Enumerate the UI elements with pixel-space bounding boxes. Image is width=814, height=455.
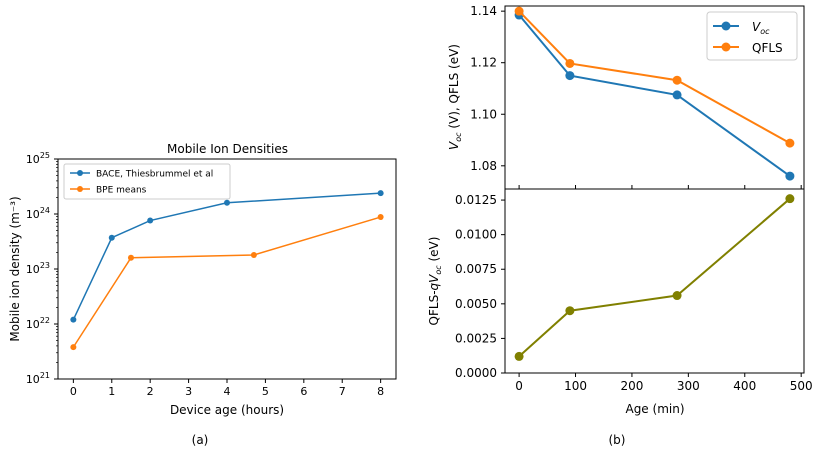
y-axis: 1021 1022 1023 1024 1025: [26, 151, 58, 386]
plot-frame-bottom: [504, 188, 805, 374]
legend-marker-qfls: [721, 42, 731, 52]
panel-caption-a: (a): [192, 433, 209, 447]
y-tick-label: 0.0025: [455, 331, 497, 345]
y-axis-label: Mobile ion density (m⁻³): [8, 196, 22, 341]
data-point-top-1: [672, 75, 682, 85]
data-point-bottom-0: [565, 306, 575, 316]
data-point-1: [127, 254, 134, 261]
panel-b: 1.08 1.10 1.12 1.14 0.0000 0.0025 0.0050 0.007…: [427, 4, 813, 447]
y-tick-label: 0.0075: [455, 262, 497, 276]
legend-box: [63, 163, 231, 200]
data-point-0: [224, 199, 230, 206]
y-tick-label: 1.08: [470, 159, 497, 173]
y-tick-label: 0.0100: [455, 228, 497, 242]
data-point-1: [250, 251, 257, 258]
y-tick-label: 1021: [26, 371, 50, 386]
legend-label-bpe: BPE means: [96, 186, 147, 196]
panel-a: Mobile Ion Densities 1021102210231024102…: [8, 142, 397, 447]
data-point-bottom-0: [672, 291, 682, 301]
x-tick-label: 500: [790, 379, 813, 393]
y-tick-label: 1.10: [470, 107, 497, 121]
panel-caption-b: (b): [609, 433, 626, 447]
data-point-bottom-0: [785, 194, 795, 204]
y-tick-label: 1023: [26, 261, 50, 276]
y-axis-label-top: Voc (V), QFLS (eV): [447, 44, 463, 150]
data-point-bottom-0: [514, 351, 524, 361]
x-tick-label: 0: [70, 385, 77, 398]
data-point-1: [377, 214, 384, 221]
legend-b: Voc QFLS: [706, 11, 798, 61]
y-tick-label: 1025: [26, 151, 50, 166]
series-line-top-1: [518, 10, 791, 144]
x-tick-label: 7: [339, 385, 346, 398]
series-line-1: [72, 216, 381, 348]
legend: BACE, Thiesbrummel et al BPE means: [63, 163, 231, 200]
y-axis-label-bottom: QFLS-qVoc (eV): [427, 237, 443, 326]
data-point-0: [147, 217, 154, 224]
legend-marker-voc: [721, 21, 731, 31]
x-tick-label: 2: [147, 385, 154, 398]
data-point-top-0: [785, 171, 795, 181]
y-tick-label: 0.0125: [455, 193, 497, 207]
legend-label-qfls: QFLS: [752, 41, 783, 55]
y-tick-label: 1022: [26, 316, 50, 331]
series-line-0: [72, 192, 381, 320]
x-axis-label: Device age (hours): [170, 403, 284, 417]
x-tick-label: 4: [224, 385, 231, 398]
x-tick-label: 1: [108, 385, 115, 398]
y-tick-label: 1024: [26, 206, 50, 221]
data-point-top-1: [785, 138, 795, 148]
y-tick-label: 1.12: [470, 56, 497, 70]
x-tick-label: 6: [300, 385, 307, 398]
data-point-0: [108, 234, 115, 241]
series-line-top-0: [518, 14, 791, 177]
x-tick-label: 200: [620, 379, 643, 393]
y-tick-label: 1.14: [470, 4, 497, 18]
series-layer-top: [514, 6, 795, 181]
x-axis-bottom: 0 100 200 300 400 500: [515, 185, 813, 393]
data-point-top-0: [672, 90, 682, 100]
series-layer-bottom: [514, 194, 795, 361]
x-tick-label: 0: [515, 379, 523, 393]
x-axis: 0 1 2 3 4 5 6 7 8: [70, 379, 384, 398]
data-point-0: [377, 190, 384, 197]
legend-marker-bpe: [77, 186, 83, 192]
legend-label-bace: BACE, Thiesbrummel et al: [96, 170, 213, 180]
x-axis-label-b: Age (min): [625, 402, 684, 416]
legend-marker-bace: [77, 170, 83, 176]
series-line-bottom-0: [518, 197, 791, 358]
x-tick-label: 5: [262, 385, 269, 398]
data-point-top-0: [565, 71, 575, 81]
x-tick-label: 300: [677, 379, 700, 393]
data-point-0: [70, 316, 77, 323]
y-tick-label: 0.0000: [455, 366, 497, 380]
x-tick-label: 400: [733, 379, 756, 393]
x-tick-label: 3: [185, 385, 192, 398]
data-point-top-1: [565, 58, 575, 68]
data-point-top-1: [514, 6, 524, 16]
chart-title: Mobile Ion Densities: [167, 142, 288, 156]
y-tick-label: 0.0050: [455, 297, 497, 311]
series-layer: [70, 190, 384, 351]
y-axis-top: 1.08 1.10 1.12 1.14: [470, 4, 505, 173]
x-tick-label: 8: [377, 385, 384, 398]
x-tick-label: 100: [564, 379, 587, 393]
y-axis-bottom: 0.0000 0.0025 0.0050 0.0075 0.0100 0.0125: [455, 193, 505, 380]
data-point-1: [70, 344, 77, 351]
